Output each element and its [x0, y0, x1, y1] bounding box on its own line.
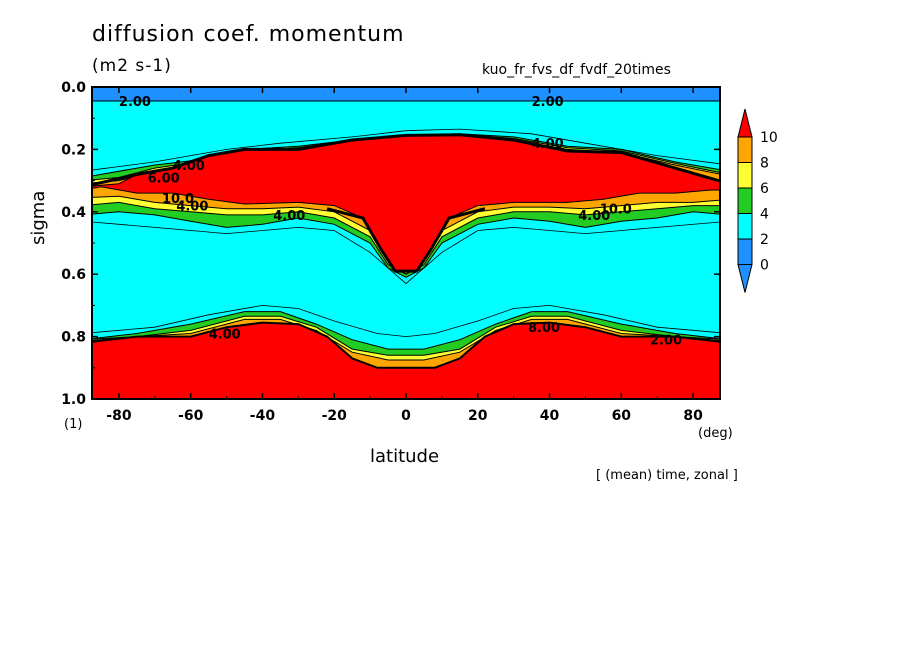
contour-label: 4.00	[173, 159, 205, 174]
x-tick-label: 60	[612, 408, 632, 424]
y-tick-label: 0.2	[61, 142, 86, 158]
x-axis-unit: (deg)	[698, 426, 733, 441]
contour-label: 8.00	[528, 321, 560, 336]
colorbar-label: 8	[760, 156, 769, 172]
contour-label: 4.00	[176, 200, 208, 215]
contour-label: 4.00	[273, 209, 305, 224]
colorbar-swatch	[737, 213, 753, 240]
x-axis-label: latitude	[370, 446, 440, 467]
contour-fills	[92, 128, 720, 399]
contour-label: 10.0	[162, 192, 194, 207]
x-tick-label: -20	[322, 408, 348, 424]
contour-label: 10.0	[600, 203, 632, 218]
contour-line-dense-core	[326, 207, 486, 273]
contour-line-lower-2	[92, 221, 720, 285]
run-name: kuo_fr_fvs_df_fvdf_20times	[482, 62, 671, 78]
colorbar-label: 10	[760, 130, 778, 146]
contour-label: 4.00	[532, 137, 564, 152]
chart-caption: [ (mean) time, zonal ]	[596, 468, 738, 483]
x-tick-label: 40	[540, 408, 560, 424]
top-fill-0-2	[92, 87, 720, 102]
colorbar-swatch	[737, 162, 753, 189]
colorbar-swatch	[737, 187, 753, 214]
chart-units: (m2 s-1)	[92, 56, 172, 76]
colorbar-label: 4	[760, 207, 769, 223]
y-axis-unit: (1)	[64, 417, 83, 432]
colorbar-label: 6	[760, 181, 769, 197]
contour-label: 2.00	[650, 334, 682, 349]
contour-line-dense-top	[92, 133, 720, 187]
contour-label: 4.00	[209, 327, 241, 342]
x-tick-label: -40	[250, 408, 276, 424]
contour-line-upper-2	[92, 128, 720, 171]
contour-label: 6.00	[148, 171, 180, 186]
contour-label: 2.00	[119, 95, 151, 110]
y-tick-label: 1.0	[61, 392, 86, 408]
contour-line-boundary-2	[92, 304, 720, 338]
colorbar-label: 0	[760, 258, 769, 274]
y-tick-label: 0.6	[61, 267, 86, 283]
colorbar-triangle-top	[737, 108, 753, 138]
colorbar-triangle-bottom	[737, 264, 753, 293]
x-tick-label: 20	[468, 408, 488, 424]
contour-label: 2.00	[532, 95, 564, 110]
x-tick-label: 0	[401, 408, 411, 424]
x-tick-label: 80	[683, 408, 703, 424]
colorbar-swatch	[737, 136, 753, 163]
colorbar-swatch	[737, 238, 753, 265]
contour-line-dense-bottom	[92, 321, 720, 369]
x-tick-label: -80	[106, 408, 132, 424]
x-tick-label: -60	[178, 408, 204, 424]
y-tick-label: 0.4	[61, 205, 86, 221]
y-tick-label: 0.8	[61, 330, 86, 346]
y-tick-label: 0.0	[61, 80, 86, 96]
chart-title: diffusion coef. momentum	[92, 22, 405, 47]
colorbar-label: 2	[760, 232, 769, 248]
contour-label: 4.00	[578, 209, 610, 224]
